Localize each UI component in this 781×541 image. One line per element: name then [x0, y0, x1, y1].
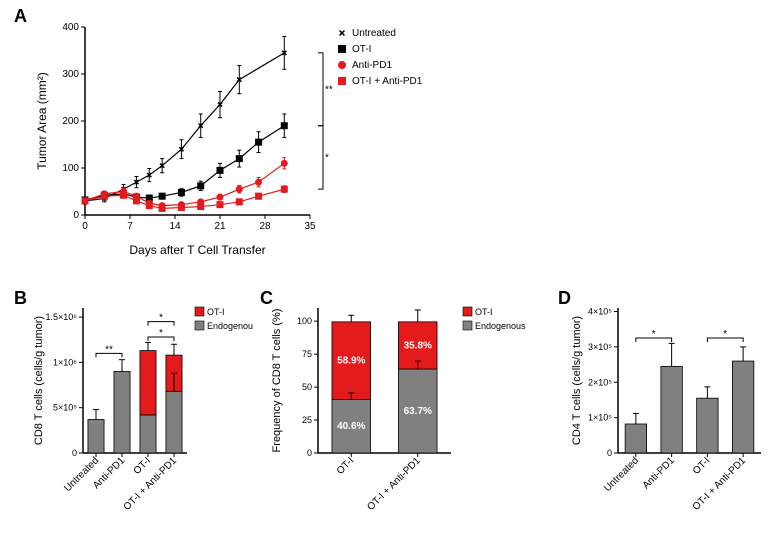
svg-text:35.8%: 35.8%	[404, 340, 432, 351]
svg-text:Days after T Cell Transfer: Days after T Cell Transfer	[129, 243, 265, 257]
svg-text:35: 35	[304, 221, 316, 232]
svg-text:40.6%: 40.6%	[337, 421, 365, 432]
svg-text:OT-I: OT-I	[475, 307, 493, 317]
svg-text:*: *	[325, 152, 329, 163]
svg-text:1×10⁵: 1×10⁵	[588, 413, 612, 423]
svg-text:Anti-PD1: Anti-PD1	[352, 60, 392, 71]
svg-text:Endogenous: Endogenous	[207, 321, 253, 331]
svg-text:14: 14	[169, 221, 181, 232]
panel-d-chart: 0 1×10⁵ 2×10⁵ 3×10⁵ 4×10⁵ CD4 T cells (cells/…	[566, 300, 771, 535]
svg-text:*: *	[159, 313, 163, 324]
svg-text:1×10⁶: 1×10⁶	[53, 357, 77, 367]
svg-text:0: 0	[73, 210, 79, 221]
svg-text:0: 0	[72, 448, 77, 458]
svg-text:OT-I + Anti-PD1: OT-I + Anti-PD1	[365, 455, 423, 513]
svg-text:200: 200	[62, 116, 79, 127]
panel-a-chart: 0 7 14 21 28 35 0 100 200 300 400 Days after T Cell…	[30, 15, 460, 260]
svg-text:CD4 T cells (cells/g tumor): CD4 T cells (cells/g tumor)	[571, 316, 583, 445]
svg-text:*: *	[723, 329, 727, 340]
svg-text:*: *	[159, 328, 163, 339]
svg-text:5×10⁵: 5×10⁵	[53, 403, 77, 413]
svg-text:25: 25	[302, 415, 312, 425]
svg-text:0: 0	[607, 448, 612, 458]
svg-text:400: 400	[62, 22, 79, 33]
svg-text:OT-I: OT-I	[691, 455, 713, 477]
svg-text:Anti-PD1: Anti-PD1	[641, 455, 677, 491]
svg-text:Untreated: Untreated	[352, 28, 396, 39]
svg-text:50: 50	[302, 382, 312, 392]
panel-b-label: B	[14, 288, 27, 309]
svg-text:4×10⁵: 4×10⁵	[588, 307, 612, 317]
svg-text:OT-I: OT-I	[132, 455, 154, 477]
svg-text:58.9%: 58.9%	[337, 356, 365, 367]
svg-text:OT-I: OT-I	[335, 455, 357, 477]
svg-text:Frequency of CD8 T cells (%): Frequency of CD8 T cells (%)	[271, 309, 283, 453]
svg-text:2×10⁵: 2×10⁵	[588, 377, 612, 387]
svg-text:7: 7	[127, 221, 133, 232]
panel-c-chart: 0 25 50 75 100 Frequency of CD8 T cells (%) 40…	[266, 300, 551, 535]
svg-text:0: 0	[82, 221, 88, 232]
svg-text:0: 0	[307, 448, 312, 458]
panel-a-label: A	[14, 6, 27, 27]
svg-text:28: 28	[259, 221, 271, 232]
svg-text:**: **	[105, 344, 113, 355]
svg-text:100: 100	[62, 163, 79, 174]
svg-text:75: 75	[302, 349, 312, 359]
svg-text:*: *	[652, 329, 656, 340]
svg-text:63.7%: 63.7%	[404, 406, 432, 417]
svg-text:1.5×10⁶: 1.5×10⁶	[46, 312, 78, 322]
svg-text:Tumor Area (mm²): Tumor Area (mm²)	[35, 72, 49, 170]
svg-text:OT-I + Anti-PD1: OT-I + Anti-PD1	[352, 76, 423, 87]
svg-text:3×10⁵: 3×10⁵	[588, 342, 612, 352]
svg-text:CD8 T cells (cells/g tumor): CD8 T cells (cells/g tumor)	[33, 316, 45, 445]
svg-text:**: **	[325, 84, 333, 95]
svg-text:Endogenous: Endogenous	[475, 321, 526, 331]
svg-text:300: 300	[62, 69, 79, 80]
svg-text:100: 100	[297, 316, 312, 326]
svg-text:21: 21	[214, 221, 226, 232]
svg-text:Untreated: Untreated	[602, 455, 641, 494]
svg-text:OT-I: OT-I	[207, 307, 225, 317]
panel-b-chart: 0 5×10⁵ 1×10⁶ 1.5×10⁶CD8 T cells (cells/g t…	[28, 300, 253, 535]
svg-text:OT-I: OT-I	[352, 44, 371, 55]
